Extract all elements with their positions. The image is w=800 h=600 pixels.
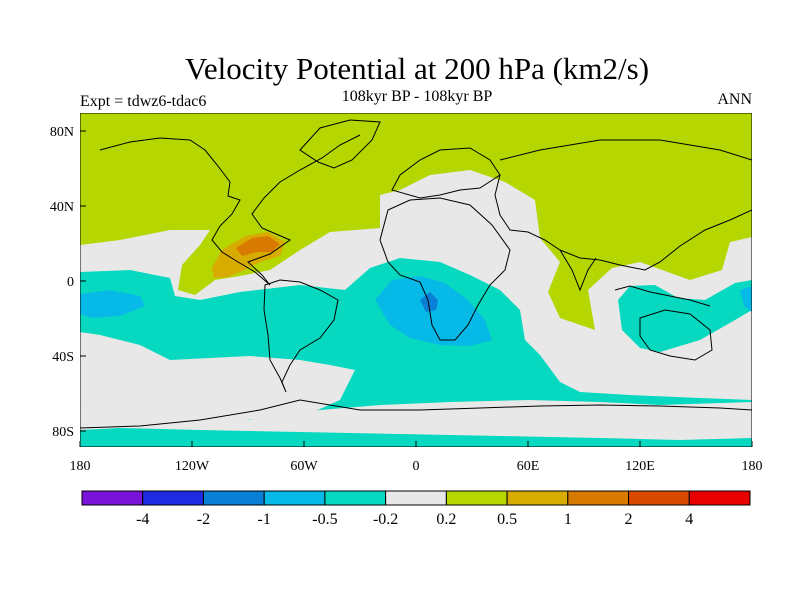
field-negative-pacific	[80, 290, 145, 318]
field-neutral-south	[80, 400, 752, 440]
field-positive-north	[80, 113, 752, 330]
y-tick-label: 0	[67, 275, 74, 290]
colorbar-label: 0.5	[497, 511, 517, 528]
map-panel	[80, 113, 752, 447]
colorbar-label: 4	[685, 511, 693, 528]
colorbar-label: -0.2	[373, 511, 398, 528]
colorbar-label: 0.2	[436, 511, 456, 528]
x-tick-label: 120W	[175, 459, 210, 474]
colorbar-swatch	[81, 490, 144, 506]
field-negative-pacific-east	[740, 286, 752, 312]
y-tick-label: 40S	[52, 350, 74, 365]
y-tick-label: 40N	[50, 200, 74, 215]
colorbar-swatch	[628, 490, 690, 506]
colorbar-label: -1	[258, 511, 271, 528]
colorbar-label: 1	[564, 511, 572, 528]
field-positive-high	[236, 236, 280, 256]
colorbar-swatch	[445, 490, 508, 506]
colorbar-label: 2	[625, 511, 633, 528]
colorbar: -4 -2 -1 -0.5 -0.2 0.2 0.5 1 2 4	[81, 490, 751, 528]
field-negative-south	[80, 258, 752, 447]
field-negative-mid	[375, 276, 492, 346]
y-tick-label: 80S	[52, 425, 74, 440]
plot-title: Velocity Potential at 200 hPa (km2/s)	[184, 51, 650, 86]
experiment-label: Expt = tdwz6-tdac6	[80, 93, 207, 110]
colorbar-swatch	[385, 490, 447, 506]
x-tick-label: 60W	[290, 459, 318, 474]
x-tick-label: 0	[413, 459, 420, 474]
x-axis: 180 120W 60W 0 60E 120E 180	[70, 441, 763, 474]
x-tick-label: 60E	[517, 459, 540, 474]
field-negative-high	[420, 292, 438, 312]
colorbar-swatch	[567, 490, 630, 506]
colorbar-swatch	[263, 490, 326, 506]
colorbar-swatch	[202, 490, 265, 506]
y-tick-label: 80N	[50, 125, 74, 140]
colorbar-label: -0.5	[312, 511, 337, 528]
y-axis: 80N 40N 0 40S 80S	[50, 125, 86, 440]
colorbar-label: -2	[197, 511, 210, 528]
colorbar-swatch	[142, 490, 204, 506]
colorbar-label: -4	[136, 511, 149, 528]
colorbar-swatch	[324, 490, 387, 506]
season-label: ANN	[717, 91, 752, 108]
plot-subtitle: 108kyr BP - 108kyr BP	[341, 88, 493, 105]
colorbar-swatch	[688, 490, 751, 506]
x-tick-label: 120E	[625, 459, 655, 474]
x-tick-label: 180	[742, 459, 763, 474]
x-tick-label: 180	[70, 459, 91, 474]
coastlines	[80, 119, 752, 429]
colorbar-swatch	[506, 490, 569, 506]
